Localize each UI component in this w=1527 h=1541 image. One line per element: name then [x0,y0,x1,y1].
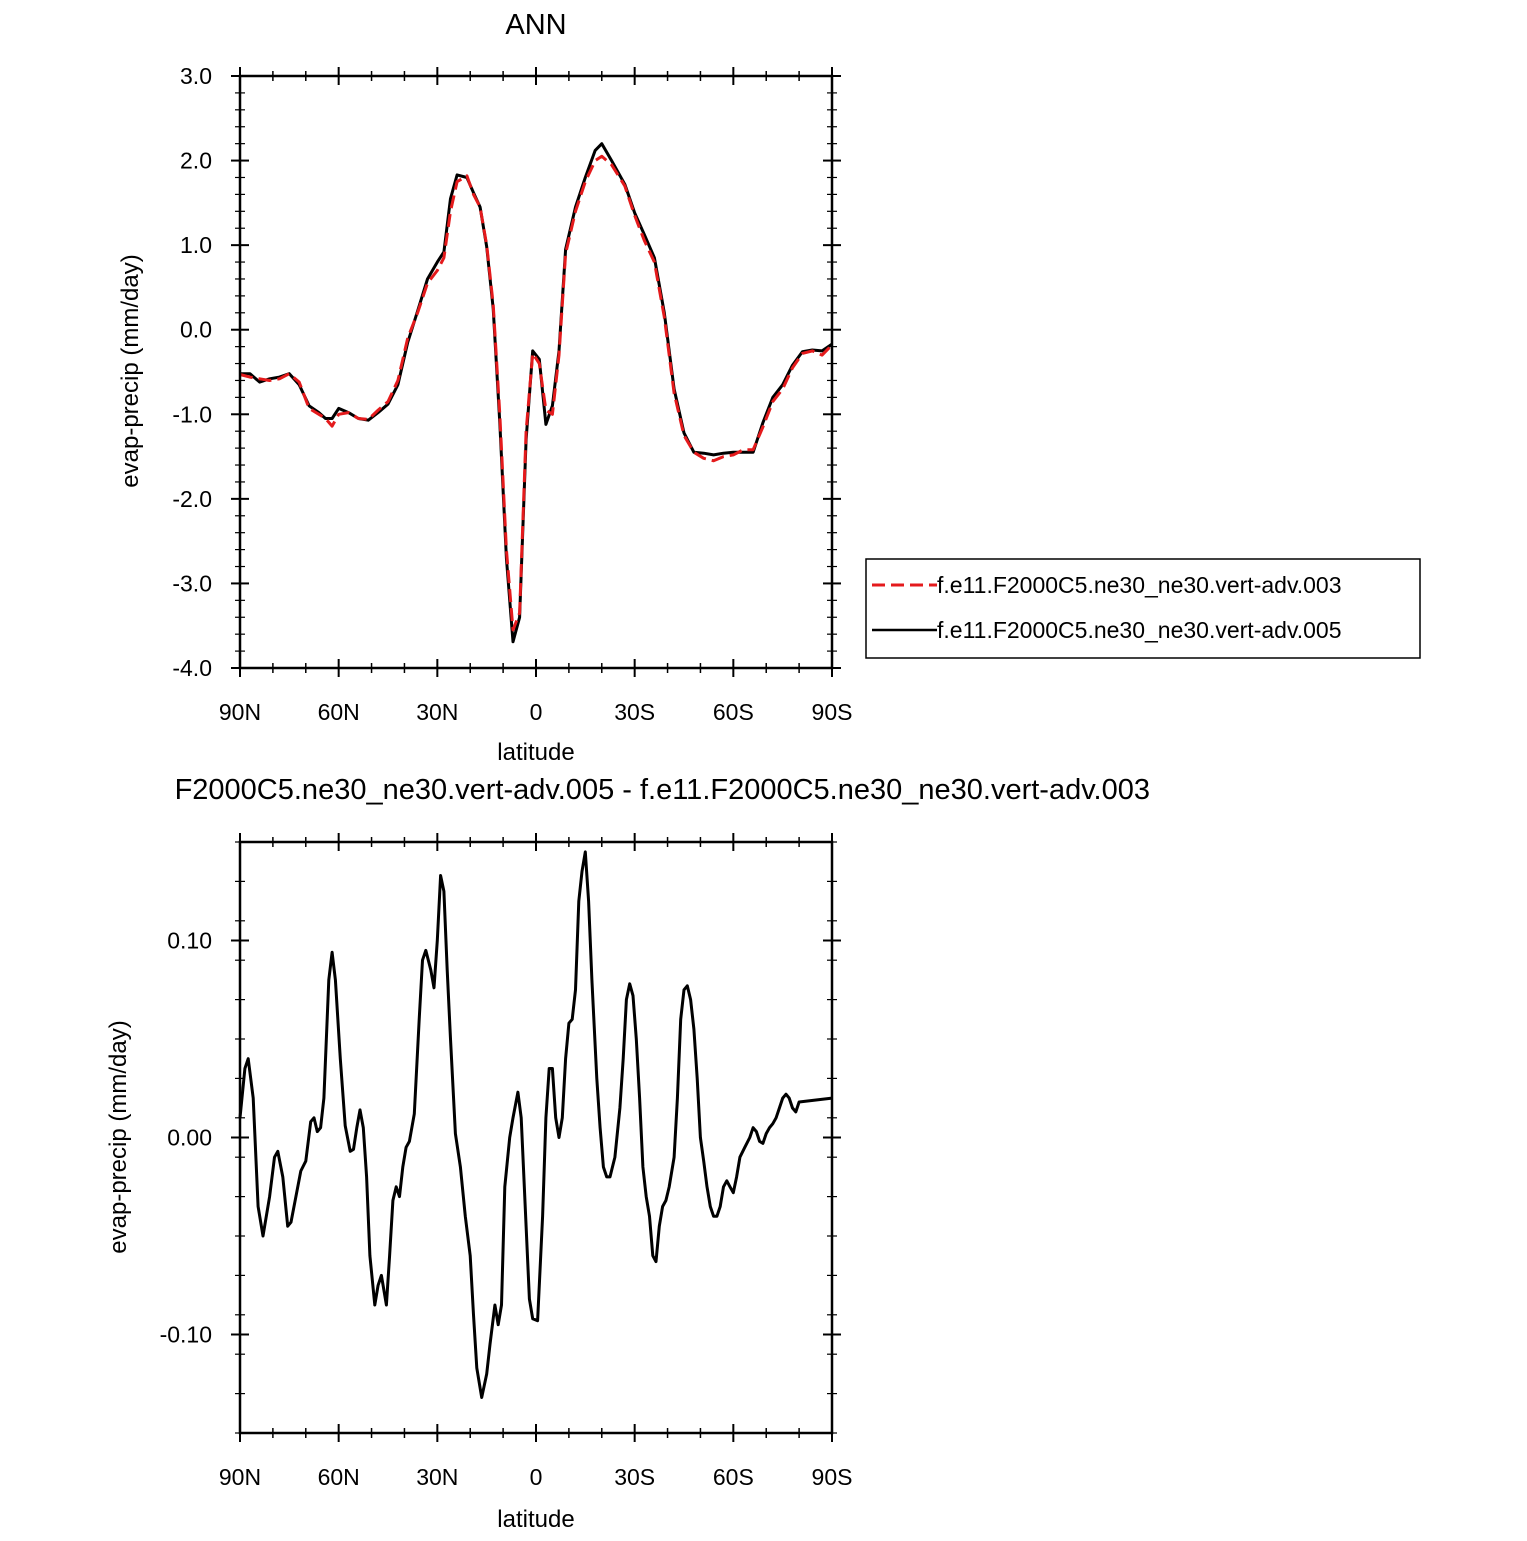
panel-bottom: F2000C5.ne30_ne30.vert-adv.005 - f.e11.F… [105,774,1150,1533]
x-tick-label: 90S [812,699,853,725]
y-tick-label: 0.10 [167,928,212,954]
series-line-1 [238,850,833,1399]
legend-label-series-2: f.e11.F2000C5.ne30_ne30.vert-adv.005 [937,617,1342,643]
series-line-1 [239,154,834,632]
x-tick-label: 30N [416,1464,458,1490]
y-tick-label: -0.10 [160,1322,212,1348]
x-tick-label: 90S [812,1464,853,1490]
y-tick-label: 1.0 [180,232,212,258]
plot-lines [239,142,834,644]
x-tick-label: 0 [530,699,543,725]
y-tick-label: 3.0 [180,63,212,89]
x-tick-label: 60N [318,699,360,725]
y-tick-label: -2.0 [172,486,212,512]
plot-frame [238,840,834,1435]
x-axis-label: latitude [497,1506,574,1533]
x-tick-label: 60S [713,1464,754,1490]
y-axis-label: evap-precip (mm/day) [105,1020,132,1253]
y-tick-label: 2.0 [180,148,212,174]
panel-top: ANN evap-precip (mm/day) latitude 90N 60N… [117,9,852,766]
x-tick-label: 60N [318,1464,360,1490]
legend: f.e11.F2000C5.ne30_ne30.vert-adv.003 f.e… [865,558,1421,659]
legend-box [865,558,1421,659]
x-tick-label: 60S [713,699,754,725]
chart-title: F2000C5.ne30_ne30.vert-adv.005 - f.e11.F… [175,774,1150,806]
y-tick-label: 0.00 [167,1125,212,1151]
x-tick-label: 30S [614,699,655,725]
series-line-2 [240,142,833,644]
x-axis-label: latitude [497,739,574,766]
x-tick-label: 90N [219,1464,261,1490]
y-tick-label: 0.0 [180,317,212,343]
y-tick-label: -4.0 [172,655,212,681]
chart-title: ANN [505,9,566,41]
y-tick-label: -3.0 [172,570,212,596]
x-tick-label: 30S [614,1464,655,1490]
x-tick-label: 90N [219,699,261,725]
plot-lines [238,850,833,1399]
legend-label-series-1: f.e11.F2000C5.ne30_ne30.vert-adv.003 [937,572,1342,598]
x-tick-label: 0 [530,1464,543,1490]
x-tick-label: 30N [416,699,458,725]
y-tick-label: -1.0 [172,401,212,427]
y-axis-label: evap-precip (mm/day) [117,254,144,487]
plot-frame [238,74,834,670]
